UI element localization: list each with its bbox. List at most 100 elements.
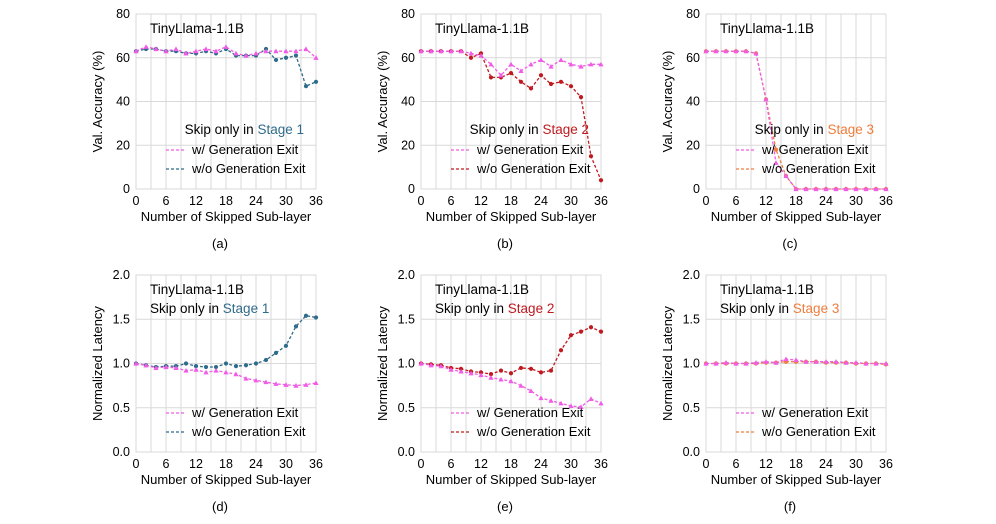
- data-point-with-exit: [153, 365, 159, 371]
- data-point-with-exit: [588, 396, 594, 401]
- data-point-with-exit: [783, 356, 789, 362]
- y-tick-label: 40: [116, 95, 130, 109]
- x-tick-label: 36: [879, 194, 893, 208]
- x-axis-label: Number of Skipped Sub-layer: [141, 209, 312, 224]
- data-point-with-exit: [753, 360, 759, 365]
- data-point-with-exit: [753, 50, 759, 56]
- data-point-without-exit: [478, 370, 484, 375]
- x-tick-label: 18: [504, 194, 518, 208]
- stage-label: Stage 1: [257, 122, 304, 137]
- data-point-without-exit: [518, 365, 524, 371]
- x-tick-label: 12: [189, 194, 203, 208]
- data-point-with-exit: [733, 48, 739, 54]
- data-point-with-exit: [508, 378, 514, 384]
- data-point-without-exit: [578, 95, 584, 100]
- panel-caption: (b): [497, 236, 513, 251]
- data-point-without-exit: [313, 79, 319, 84]
- data-point-with-exit: [883, 186, 889, 192]
- data-point-with-exit: [253, 50, 259, 56]
- data-point-without-exit: [773, 147, 779, 152]
- data-point-with-exit: [153, 46, 159, 52]
- data-point-with-exit: [773, 360, 779, 365]
- data-point-with-exit: [528, 61, 534, 67]
- x-tick-label: 24: [249, 194, 263, 208]
- data-point-with-exit: [163, 364, 169, 370]
- data-point-without-exit: [558, 348, 564, 353]
- y-tick-label: 2.0: [398, 268, 415, 282]
- data-point-without-exit: [458, 366, 464, 371]
- x-tick-label: 6: [448, 457, 455, 471]
- data-point-with-exit: [783, 173, 789, 178]
- data-point-with-exit: [498, 72, 504, 78]
- data-point-with-exit: [773, 160, 779, 165]
- data-point-with-exit: [488, 375, 494, 380]
- x-tick-label: 12: [474, 194, 488, 208]
- x-tick-label: 36: [594, 194, 608, 208]
- stage-annotation: Skip only in Stage 2: [435, 301, 554, 316]
- stage-label: Stage 2: [542, 122, 589, 137]
- panel-caption: (e): [497, 499, 513, 514]
- x-tick-label: 24: [249, 457, 263, 471]
- data-point-with-exit: [253, 377, 259, 383]
- data-point-with-exit: [223, 44, 229, 49]
- data-point-with-exit: [458, 48, 464, 54]
- data-point-with-exit: [813, 359, 819, 364]
- x-tick-label: 12: [759, 194, 773, 208]
- x-tick-label: 0: [418, 194, 425, 208]
- data-point-with-exit: [498, 376, 504, 382]
- data-point-with-exit: [823, 186, 829, 192]
- y-tick-label: 1.5: [683, 312, 700, 326]
- y-tick-label: 20: [116, 138, 130, 152]
- data-point-without-exit: [253, 361, 259, 366]
- y-tick-label: 1.0: [683, 357, 700, 371]
- data-point-without-exit: [263, 357, 269, 363]
- x-tick-label: 24: [819, 194, 833, 208]
- data-point-with-exit: [283, 48, 289, 54]
- x-tick-label: 30: [849, 457, 863, 471]
- data-point-with-exit: [803, 186, 809, 192]
- data-point-with-exit: [418, 48, 424, 54]
- panel-caption: (c): [782, 236, 797, 251]
- panel-title: TinyLlama-1.1B: [435, 21, 529, 36]
- data-point-with-exit: [488, 61, 494, 67]
- data-point-with-exit: [598, 61, 604, 67]
- y-tick-label: 40: [686, 95, 700, 109]
- y-tick-label: 1.0: [398, 357, 415, 371]
- y-tick-label: 0: [408, 182, 415, 196]
- data-point-with-exit: [428, 362, 434, 368]
- data-point-with-exit: [873, 186, 879, 192]
- x-axis-label: Number of Skipped Sub-layer: [711, 209, 882, 224]
- data-point-without-exit: [498, 368, 504, 373]
- stage-annotation: Skip only in Stage 1: [185, 122, 304, 137]
- data-point-without-exit: [293, 324, 299, 329]
- data-point-with-exit: [468, 50, 474, 56]
- panel-title: TinyLlama-1.1B: [150, 21, 244, 36]
- data-point-without-exit: [518, 79, 524, 84]
- legend-entry: w/o Generation Exit: [476, 424, 591, 439]
- plot-area: [135, 13, 317, 190]
- y-axis-label: Val. Accuracy (%): [660, 51, 675, 153]
- stage-annotation: Skip only in Stage 3: [720, 301, 839, 316]
- stage-label: Stage 1: [223, 301, 270, 316]
- data-point-with-exit: [883, 360, 889, 366]
- data-point-with-exit: [293, 48, 299, 54]
- data-point-with-exit: [558, 400, 564, 406]
- stage-annotation: Skip only in Stage 2: [470, 122, 589, 137]
- y-tick-label: 1.0: [113, 357, 130, 371]
- data-point-with-exit: [703, 48, 709, 54]
- data-point-with-exit: [713, 360, 719, 366]
- legend-entry: w/o Generation Exit: [476, 161, 591, 176]
- data-point-with-exit: [478, 372, 484, 378]
- y-tick-label: 1.5: [398, 312, 415, 326]
- data-point-without-exit: [223, 361, 229, 366]
- y-axis-label: Normalized Latency: [90, 306, 105, 421]
- y-tick-label: 80: [686, 7, 700, 21]
- legend-entry: w/ Generation Exit: [761, 405, 869, 420]
- stage-prefix: Skip only in: [185, 122, 258, 137]
- legend-entry: w/o Generation Exit: [191, 424, 306, 439]
- y-tick-label: 0: [693, 182, 700, 196]
- data-point-with-exit: [843, 360, 849, 365]
- chart-panel-d: 0 6 12 18 24 30 36 0.0 0.5 1.0 1.5 2.0 Number of Ski…: [90, 268, 323, 514]
- data-point-with-exit: [448, 48, 454, 54]
- y-tick-label: 60: [686, 51, 700, 65]
